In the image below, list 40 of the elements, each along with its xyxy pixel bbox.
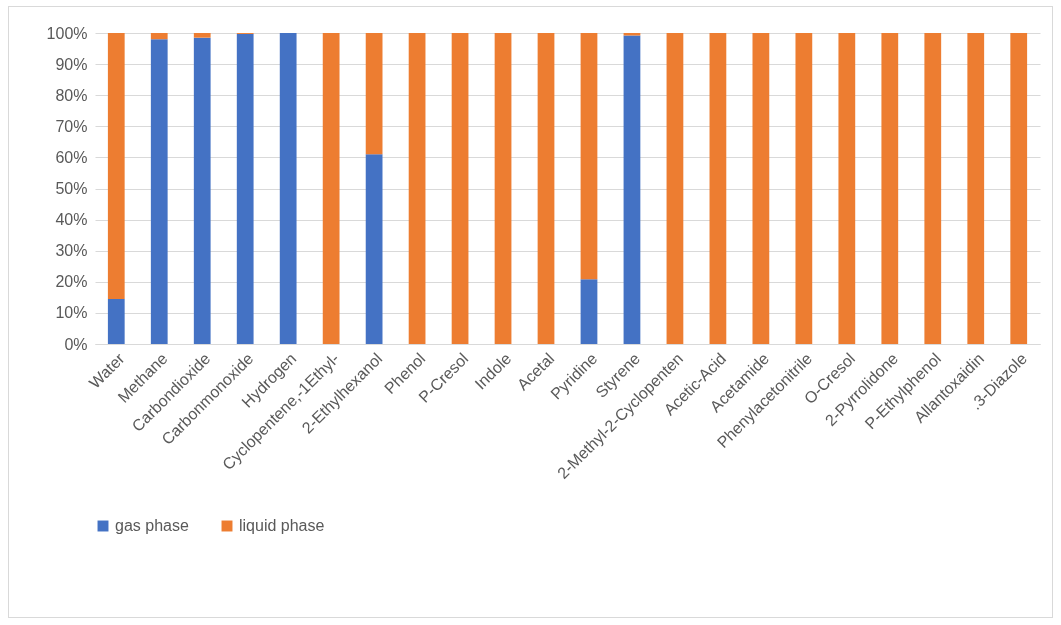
bar	[107, 298, 125, 344]
legend-label: liquid phase	[239, 517, 325, 534]
y-tick-label: 40%	[55, 211, 88, 229]
y-tick-label: 90%	[55, 55, 88, 73]
legend-label: gas phase	[115, 517, 189, 534]
y-tick-label: 30%	[55, 242, 88, 260]
y-tick-label: 10%	[55, 304, 88, 322]
y-tick-label: 80%	[55, 86, 88, 104]
y-tick-label: 0%	[64, 335, 88, 353]
bar	[924, 33, 942, 344]
bar	[408, 33, 426, 344]
y-tick-label: 100%	[46, 24, 88, 42]
bar	[967, 33, 985, 344]
bar	[752, 33, 770, 344]
bar	[580, 279, 598, 344]
y-tick-label: 60%	[55, 148, 88, 166]
bar	[623, 35, 641, 344]
bar	[494, 33, 512, 344]
bar	[365, 154, 383, 344]
y-tick-label: 20%	[55, 273, 88, 291]
bar	[365, 33, 383, 155]
bar	[838, 33, 856, 344]
y-tick-label: 70%	[55, 117, 88, 135]
bar	[1010, 33, 1028, 344]
bar	[150, 33, 168, 40]
bar	[150, 39, 168, 344]
bar	[795, 33, 813, 344]
bar	[580, 33, 598, 280]
bar	[666, 33, 684, 344]
bar	[193, 37, 211, 344]
bar	[236, 33, 254, 344]
bar	[451, 33, 469, 344]
bar	[193, 33, 211, 38]
bar	[322, 33, 340, 344]
bar	[709, 33, 727, 344]
y-tick-label: 50%	[55, 180, 88, 197]
bar	[107, 33, 125, 299]
bar	[279, 33, 297, 344]
bar	[881, 33, 899, 344]
bar	[537, 33, 555, 344]
